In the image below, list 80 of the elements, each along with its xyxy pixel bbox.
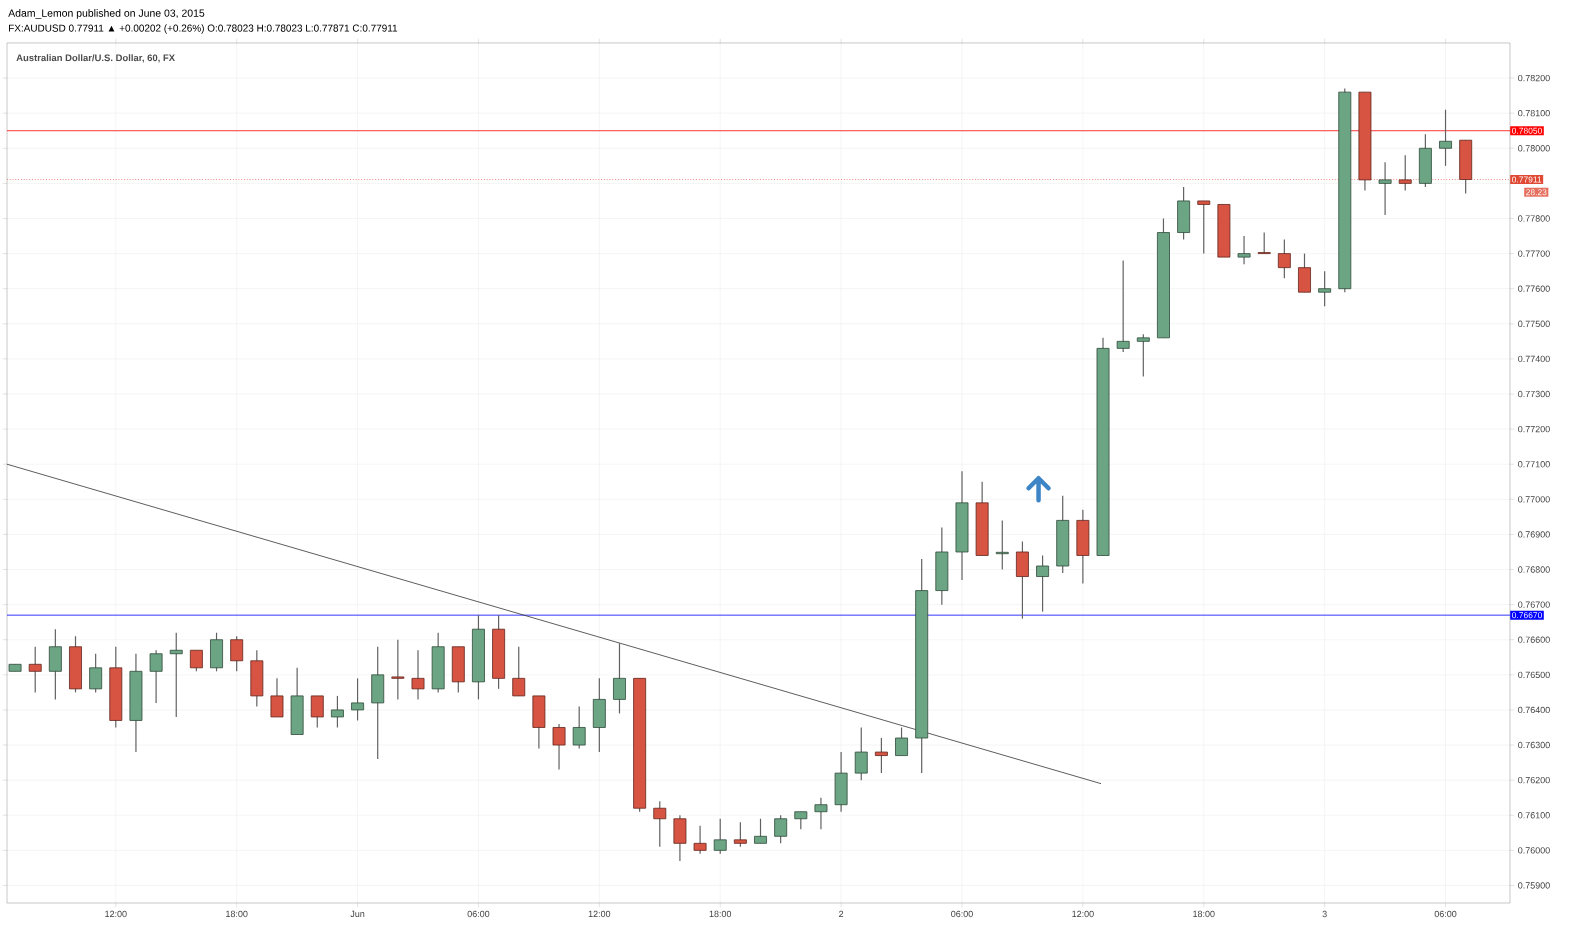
y-tick-label: 0.77100 xyxy=(1518,461,1550,468)
candlestick xyxy=(693,825,707,855)
x-tick-label: 18:00 xyxy=(709,910,732,918)
chart-subtitle: FX:AUDUSD 0.77911 ▲ +0.00202 (+0.26%) O:0.78023 H:0.78023 L:0.77871 C:0.77911 xyxy=(9,24,398,34)
candlestick xyxy=(1116,260,1130,353)
candlestick xyxy=(653,800,667,848)
chart-title: Adam_Lemon published on June 03, 2015 xyxy=(8,9,205,19)
candlestick xyxy=(1378,161,1392,216)
ref-line-label: 0.78050 xyxy=(1512,127,1542,134)
x-tick-label: Jun xyxy=(350,910,365,918)
candlestick xyxy=(28,646,42,693)
candlestick xyxy=(754,818,767,844)
candlestick xyxy=(814,797,828,830)
x-tick-label: 12:00 xyxy=(588,910,611,918)
candlestick xyxy=(89,653,103,693)
candlestick xyxy=(774,814,788,844)
x-tick-label: 06:00 xyxy=(1434,910,1457,918)
x-tick-label: 18:00 xyxy=(226,910,248,918)
x-tick-label: 18:00 xyxy=(1193,910,1215,918)
candlestick xyxy=(874,737,888,774)
candlestick xyxy=(1136,333,1150,378)
candlestick xyxy=(1036,554,1050,613)
candlestick xyxy=(149,649,163,704)
candlestick xyxy=(411,649,425,700)
ref-line-label: 0.76670 xyxy=(1512,612,1542,619)
y-tick-label: 0.76800 xyxy=(1518,566,1550,573)
x-tick-label: 2 xyxy=(839,910,844,918)
candlestick xyxy=(169,632,183,718)
candlestick xyxy=(1318,270,1332,307)
y-tick-label: 0.76000 xyxy=(1518,847,1550,854)
candlestick xyxy=(895,726,908,757)
candlestick xyxy=(713,818,727,855)
y-tick-label: 0.76700 xyxy=(1518,601,1550,608)
y-tick-label: 0.77500 xyxy=(1518,320,1550,327)
candlestick xyxy=(512,646,526,697)
y-tick-label: 0.76900 xyxy=(1518,531,1550,538)
candlestick xyxy=(1398,154,1412,192)
y-tick-label: 0.76600 xyxy=(1518,636,1550,643)
candlestick xyxy=(613,642,626,715)
y-tick-label: 0.76400 xyxy=(1518,706,1550,714)
x-tick-label: 12:00 xyxy=(105,910,127,918)
y-tick-label: 0.77400 xyxy=(1518,355,1550,363)
y-tick-label: 0.77000 xyxy=(1518,496,1550,503)
candlestick xyxy=(1439,109,1452,167)
y-tick-label: 0.78100 xyxy=(1518,110,1550,117)
y-tick-label: 0.76300 xyxy=(1518,741,1550,749)
candlestick xyxy=(572,705,586,750)
candlestick xyxy=(552,723,566,771)
y-tick-label: 0.76500 xyxy=(1518,671,1550,679)
y-tick-label: 0.78000 xyxy=(1518,145,1550,152)
candlestick xyxy=(733,821,747,848)
candlestick xyxy=(310,695,324,729)
x-tick-label: 3 xyxy=(1322,910,1327,918)
candlestick xyxy=(1277,238,1291,279)
x-tick-label: 12:00 xyxy=(1072,910,1094,918)
candlestick xyxy=(330,695,344,729)
candlestick xyxy=(351,677,365,722)
candlestick xyxy=(1257,231,1271,255)
candlestick xyxy=(189,649,203,672)
y-tick-label: 0.77700 xyxy=(1518,250,1550,257)
annotation: Australian Dollar/U.S. Dollar, 60, FX xyxy=(16,54,175,63)
x-tick-label: 06:00 xyxy=(951,910,973,918)
ref-line-label: 0.77911 xyxy=(1512,176,1542,183)
y-tick-label: 0.76100 xyxy=(1518,812,1550,819)
candlestick xyxy=(995,519,1009,571)
candlestick xyxy=(854,726,868,781)
text: 28.23 xyxy=(1526,189,1547,196)
y-tick-label: 0.76200 xyxy=(1518,776,1550,784)
candlestick xyxy=(391,639,405,700)
y-tick-label: 0.77200 xyxy=(1518,425,1550,433)
x-tick-label: 06:00 xyxy=(467,910,490,918)
y-tick-label: 0.75900 xyxy=(1518,882,1550,889)
candlestick xyxy=(270,677,284,718)
candlestick xyxy=(1197,200,1211,255)
candlestick xyxy=(1237,235,1251,265)
y-tick-label: 0.77300 xyxy=(1518,390,1550,398)
candlestick xyxy=(230,635,244,672)
y-tick-label: 0.77600 xyxy=(1518,285,1550,292)
y-tick-label: 0.78200 xyxy=(1518,74,1550,82)
y-tick-label: 0.77800 xyxy=(1518,215,1550,222)
